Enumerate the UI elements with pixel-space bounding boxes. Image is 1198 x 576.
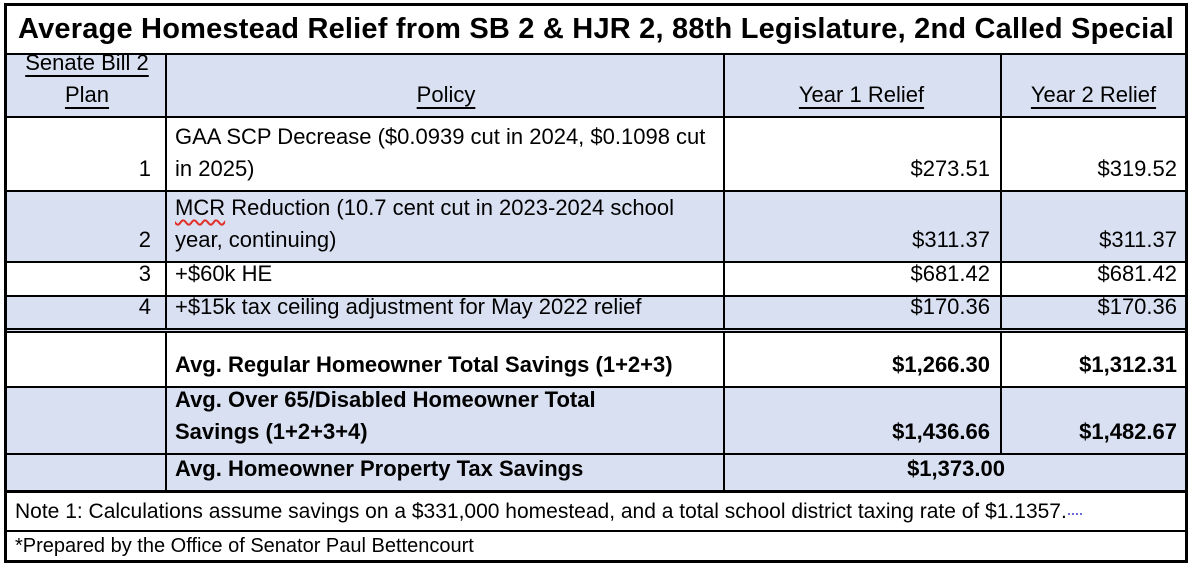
column-header-plan-label: Senate Bill 2 Plan bbox=[25, 50, 149, 108]
policy-cell: GAA SCP Decrease ($0.0939 cut in 2024, $… bbox=[167, 118, 725, 190]
column-header-year2: Year 2 Relief bbox=[1002, 55, 1185, 116]
column-header-year2-label: Year 2 Relief bbox=[1030, 82, 1157, 108]
note-row: Note 1: Calculations assume savings on a… bbox=[7, 493, 1185, 532]
table-title: Average Homestead Relief from SB 2 & HJR… bbox=[7, 6, 1185, 55]
year2-value-cell: $1,312.31 bbox=[1079, 352, 1177, 378]
table-row-plan-3: 3 +$60k HE $681.42 $681.42 bbox=[7, 261, 1185, 297]
year2-value-cell: $681.42 bbox=[1097, 261, 1177, 287]
summary-label-cell: Avg. Homeowner Property Tax Savings bbox=[167, 455, 725, 490]
summary-label-cell: Avg. Over 65/Disabled Homeowner Total Sa… bbox=[167, 387, 725, 453]
column-header-policy: Policy bbox=[167, 55, 725, 116]
prepared-by-text: *Prepared by the Office of Senator Paul … bbox=[15, 534, 474, 557]
spellcheck-flagged-word: MCR bbox=[175, 195, 226, 221]
summary-row-regular-homeowner: Avg. Regular Homeowner Total Savings (1+… bbox=[7, 333, 1185, 388]
summary-row-property-tax-savings: Avg. Homeowner Property Tax Savings $1,3… bbox=[7, 455, 1185, 493]
plan-number-cell bbox=[7, 455, 167, 490]
column-header-year1: Year 1 Relief bbox=[725, 55, 1002, 116]
column-header-policy-label: Policy bbox=[416, 82, 476, 108]
policy-text-rest: Reduction (10.7 cent cut in 2023-2024 sc… bbox=[175, 195, 674, 253]
year1-value-cell: $681.42 bbox=[725, 261, 1002, 295]
year1-value-cell: $170.36 bbox=[725, 294, 1002, 328]
year2-value-cell: $170.36 bbox=[1097, 294, 1177, 320]
column-header-year1-label: Year 1 Relief bbox=[798, 82, 925, 108]
column-header-plan: Senate Bill 2 Plan bbox=[7, 50, 167, 116]
year2-value-cell: $319.52 bbox=[1097, 156, 1177, 182]
year2-value-cell: $311.37 bbox=[1099, 227, 1177, 253]
table-row-plan-1: 1 GAA SCP Decrease ($0.0939 cut in 2024,… bbox=[7, 118, 1185, 192]
plan-number-cell bbox=[7, 388, 167, 453]
summary-label-text: Avg. Over 65/Disabled Homeowner Total Sa… bbox=[175, 387, 596, 445]
table-row-plan-2: 2 MCR Reduction (10.7 cent cut in 2023-2… bbox=[7, 192, 1185, 263]
year1-value-cell: $311.37 bbox=[725, 192, 1002, 261]
plan-number-cell: 1 bbox=[7, 118, 167, 190]
plan-number-cell: 3 bbox=[7, 261, 167, 295]
year2-value-cell: $1,482.67 bbox=[1079, 419, 1177, 445]
policy-text: MCR Reduction (10.7 cent cut in 2023-202… bbox=[175, 192, 717, 256]
homestead-relief-table: Average Homestead Relief from SB 2 & HJR… bbox=[4, 3, 1188, 563]
proofing-mark-icon bbox=[1067, 509, 1082, 515]
year1-value-cell: $1,436.66 bbox=[725, 388, 1002, 453]
header-row: Senate Bill 2 Plan Policy Year 1 Relief … bbox=[7, 50, 1185, 118]
summary-label-cell: Avg. Regular Homeowner Total Savings (1+… bbox=[167, 333, 725, 386]
plan-number-cell: 4 bbox=[7, 294, 167, 328]
combined-savings-value-cell: $1,373.00 bbox=[907, 456, 1005, 482]
policy-cell: MCR Reduction (10.7 cent cut in 2023-202… bbox=[167, 192, 725, 261]
year1-value-cell: $273.51 bbox=[725, 118, 1002, 190]
policy-cell: +$15k tax ceiling adjustment for May 202… bbox=[167, 294, 725, 328]
plan-number-cell: 2 bbox=[7, 192, 167, 261]
year1-value-cell: $1,266.30 bbox=[725, 333, 1002, 386]
table-row-plan-4: 4 +$15k tax ceiling adjustment for May 2… bbox=[7, 294, 1185, 333]
policy-cell: +$60k HE bbox=[167, 261, 725, 295]
note-text: Note 1: Calculations assume savings on a… bbox=[15, 499, 1067, 523]
plan-number-cell bbox=[7, 333, 167, 386]
prepared-by-row: *Prepared by the Office of Senator Paul … bbox=[7, 532, 1185, 560]
summary-row-over65-disabled: Avg. Over 65/Disabled Homeowner Total Sa… bbox=[7, 387, 1185, 455]
